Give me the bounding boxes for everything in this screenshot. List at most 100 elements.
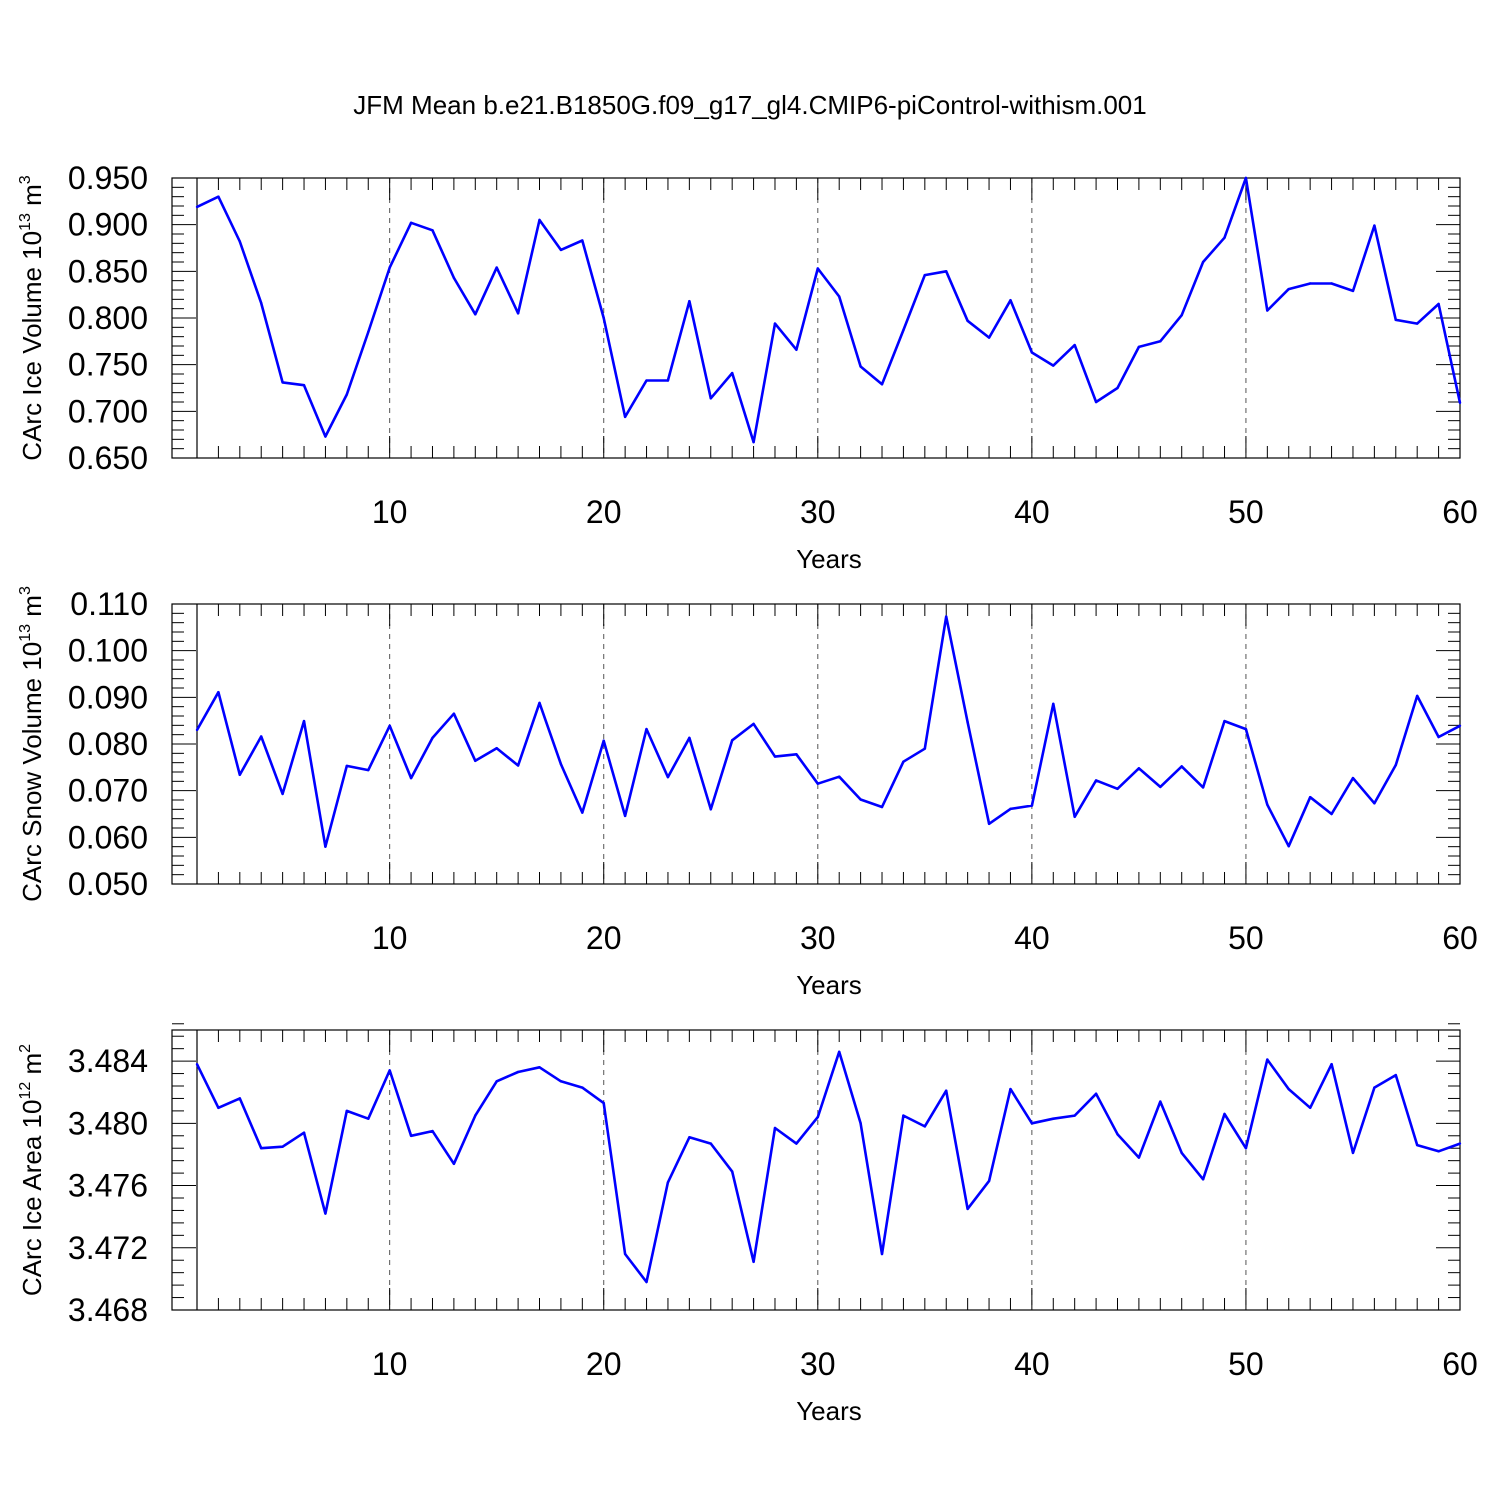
y-label-unit-exponent: 2 xyxy=(17,1044,34,1053)
y-tick-label: 3.476 xyxy=(68,1168,148,1204)
data-point xyxy=(281,381,284,384)
data-point xyxy=(987,1179,991,1183)
data-point xyxy=(1030,804,1034,807)
x-tick-label: 60 xyxy=(1442,494,1478,530)
data-point xyxy=(281,1145,284,1148)
data-point xyxy=(1116,787,1119,790)
y-label-text: CArc Ice Area 10 xyxy=(17,1100,47,1297)
data-point xyxy=(838,775,841,778)
data-point xyxy=(1116,386,1119,390)
data-point xyxy=(1159,1100,1162,1103)
data-point xyxy=(1287,287,1290,291)
data-point xyxy=(516,764,520,767)
data-point xyxy=(838,1050,841,1053)
y-label-unit: m xyxy=(17,595,47,624)
data-point xyxy=(1159,340,1162,343)
y-label-text: CArc Ice Volume 10 xyxy=(17,231,47,461)
data-point xyxy=(752,1260,755,1263)
data-point xyxy=(1094,1092,1098,1095)
data-point xyxy=(987,336,991,339)
y-axis-label: CArc Snow Volume 1013 m3 xyxy=(17,586,47,902)
y-tick-label: 0.070 xyxy=(68,773,148,809)
data-point xyxy=(302,1131,306,1134)
data-point xyxy=(859,1122,862,1125)
data-point xyxy=(302,384,306,387)
data-point xyxy=(516,312,520,315)
data-point xyxy=(324,435,327,438)
data-point xyxy=(1159,785,1162,789)
data-point xyxy=(1030,351,1034,354)
data-point xyxy=(495,747,498,750)
data-point xyxy=(431,1129,434,1133)
x-tick-label: 40 xyxy=(1014,1346,1050,1382)
series-line xyxy=(196,176,1462,444)
data-point xyxy=(1437,302,1440,306)
data-point xyxy=(688,736,691,740)
x-tick-label: 50 xyxy=(1228,1346,1264,1382)
y-label-exponent: 13 xyxy=(17,213,34,231)
data-point xyxy=(645,1280,648,1284)
data-point xyxy=(388,1069,391,1072)
data-point xyxy=(452,712,456,715)
y-tick-label: 0.050 xyxy=(68,866,148,902)
data-point xyxy=(1180,314,1183,317)
y-tick-label: 0.850 xyxy=(68,253,148,289)
x-tick-label: 30 xyxy=(800,920,836,956)
y-label-unit-exponent: 3 xyxy=(17,175,34,184)
data-point xyxy=(195,728,199,732)
data-point xyxy=(260,301,263,305)
data-point xyxy=(773,322,777,325)
data-point xyxy=(1287,1087,1290,1091)
data-point xyxy=(923,1125,927,1128)
y-label-exponent: 12 xyxy=(17,1082,34,1100)
data-point xyxy=(1052,364,1055,367)
x-tick-label: 40 xyxy=(1014,494,1050,530)
y-tick-label: 0.060 xyxy=(68,819,148,855)
data-point xyxy=(1373,224,1376,227)
data-point xyxy=(452,276,456,280)
data-point xyxy=(1394,1073,1397,1077)
data-point xyxy=(987,822,991,825)
plot-frame xyxy=(171,177,1461,459)
data-point xyxy=(880,1252,884,1256)
data-point xyxy=(238,240,242,243)
data-point xyxy=(730,739,734,742)
data-point xyxy=(1223,236,1226,239)
data-point xyxy=(838,295,841,298)
data-point xyxy=(581,811,584,814)
data-point xyxy=(688,300,691,303)
data-point xyxy=(474,313,477,316)
data-point xyxy=(666,379,670,382)
data-point xyxy=(688,1136,691,1139)
data-point xyxy=(474,1114,477,1117)
y-tick-label: 3.468 xyxy=(68,1292,148,1328)
data-point xyxy=(195,205,199,209)
x-axis-label: Years xyxy=(796,1396,862,1426)
data-point xyxy=(1201,1178,1205,1181)
y-tick-label: 0.750 xyxy=(68,347,148,383)
x-tick-label: 20 xyxy=(586,1346,622,1382)
data-point xyxy=(945,1089,948,1092)
data-point xyxy=(1244,727,1248,731)
data-point xyxy=(1180,765,1183,768)
data-point xyxy=(388,724,391,727)
data-point xyxy=(1266,309,1269,312)
data-point xyxy=(709,1142,712,1145)
y-tick-label: 0.110 xyxy=(70,586,148,622)
data-point xyxy=(1287,845,1290,848)
data-point xyxy=(902,1114,905,1117)
data-point xyxy=(623,415,627,419)
data-point xyxy=(1244,176,1248,180)
data-point xyxy=(388,266,391,269)
data-point xyxy=(367,768,370,772)
panel-2: 0.050 0.060 0.070 0.080 0.090 0.100 0.110 10 20 3… xyxy=(17,586,1478,1000)
data-point xyxy=(1266,1058,1269,1061)
data-point xyxy=(559,762,563,766)
data-point xyxy=(709,808,712,811)
data-point xyxy=(1351,1151,1355,1155)
data-point xyxy=(1052,702,1055,706)
y-tick-label: 0.650 xyxy=(68,440,148,476)
data-point xyxy=(816,1115,819,1119)
data-point xyxy=(302,719,306,723)
